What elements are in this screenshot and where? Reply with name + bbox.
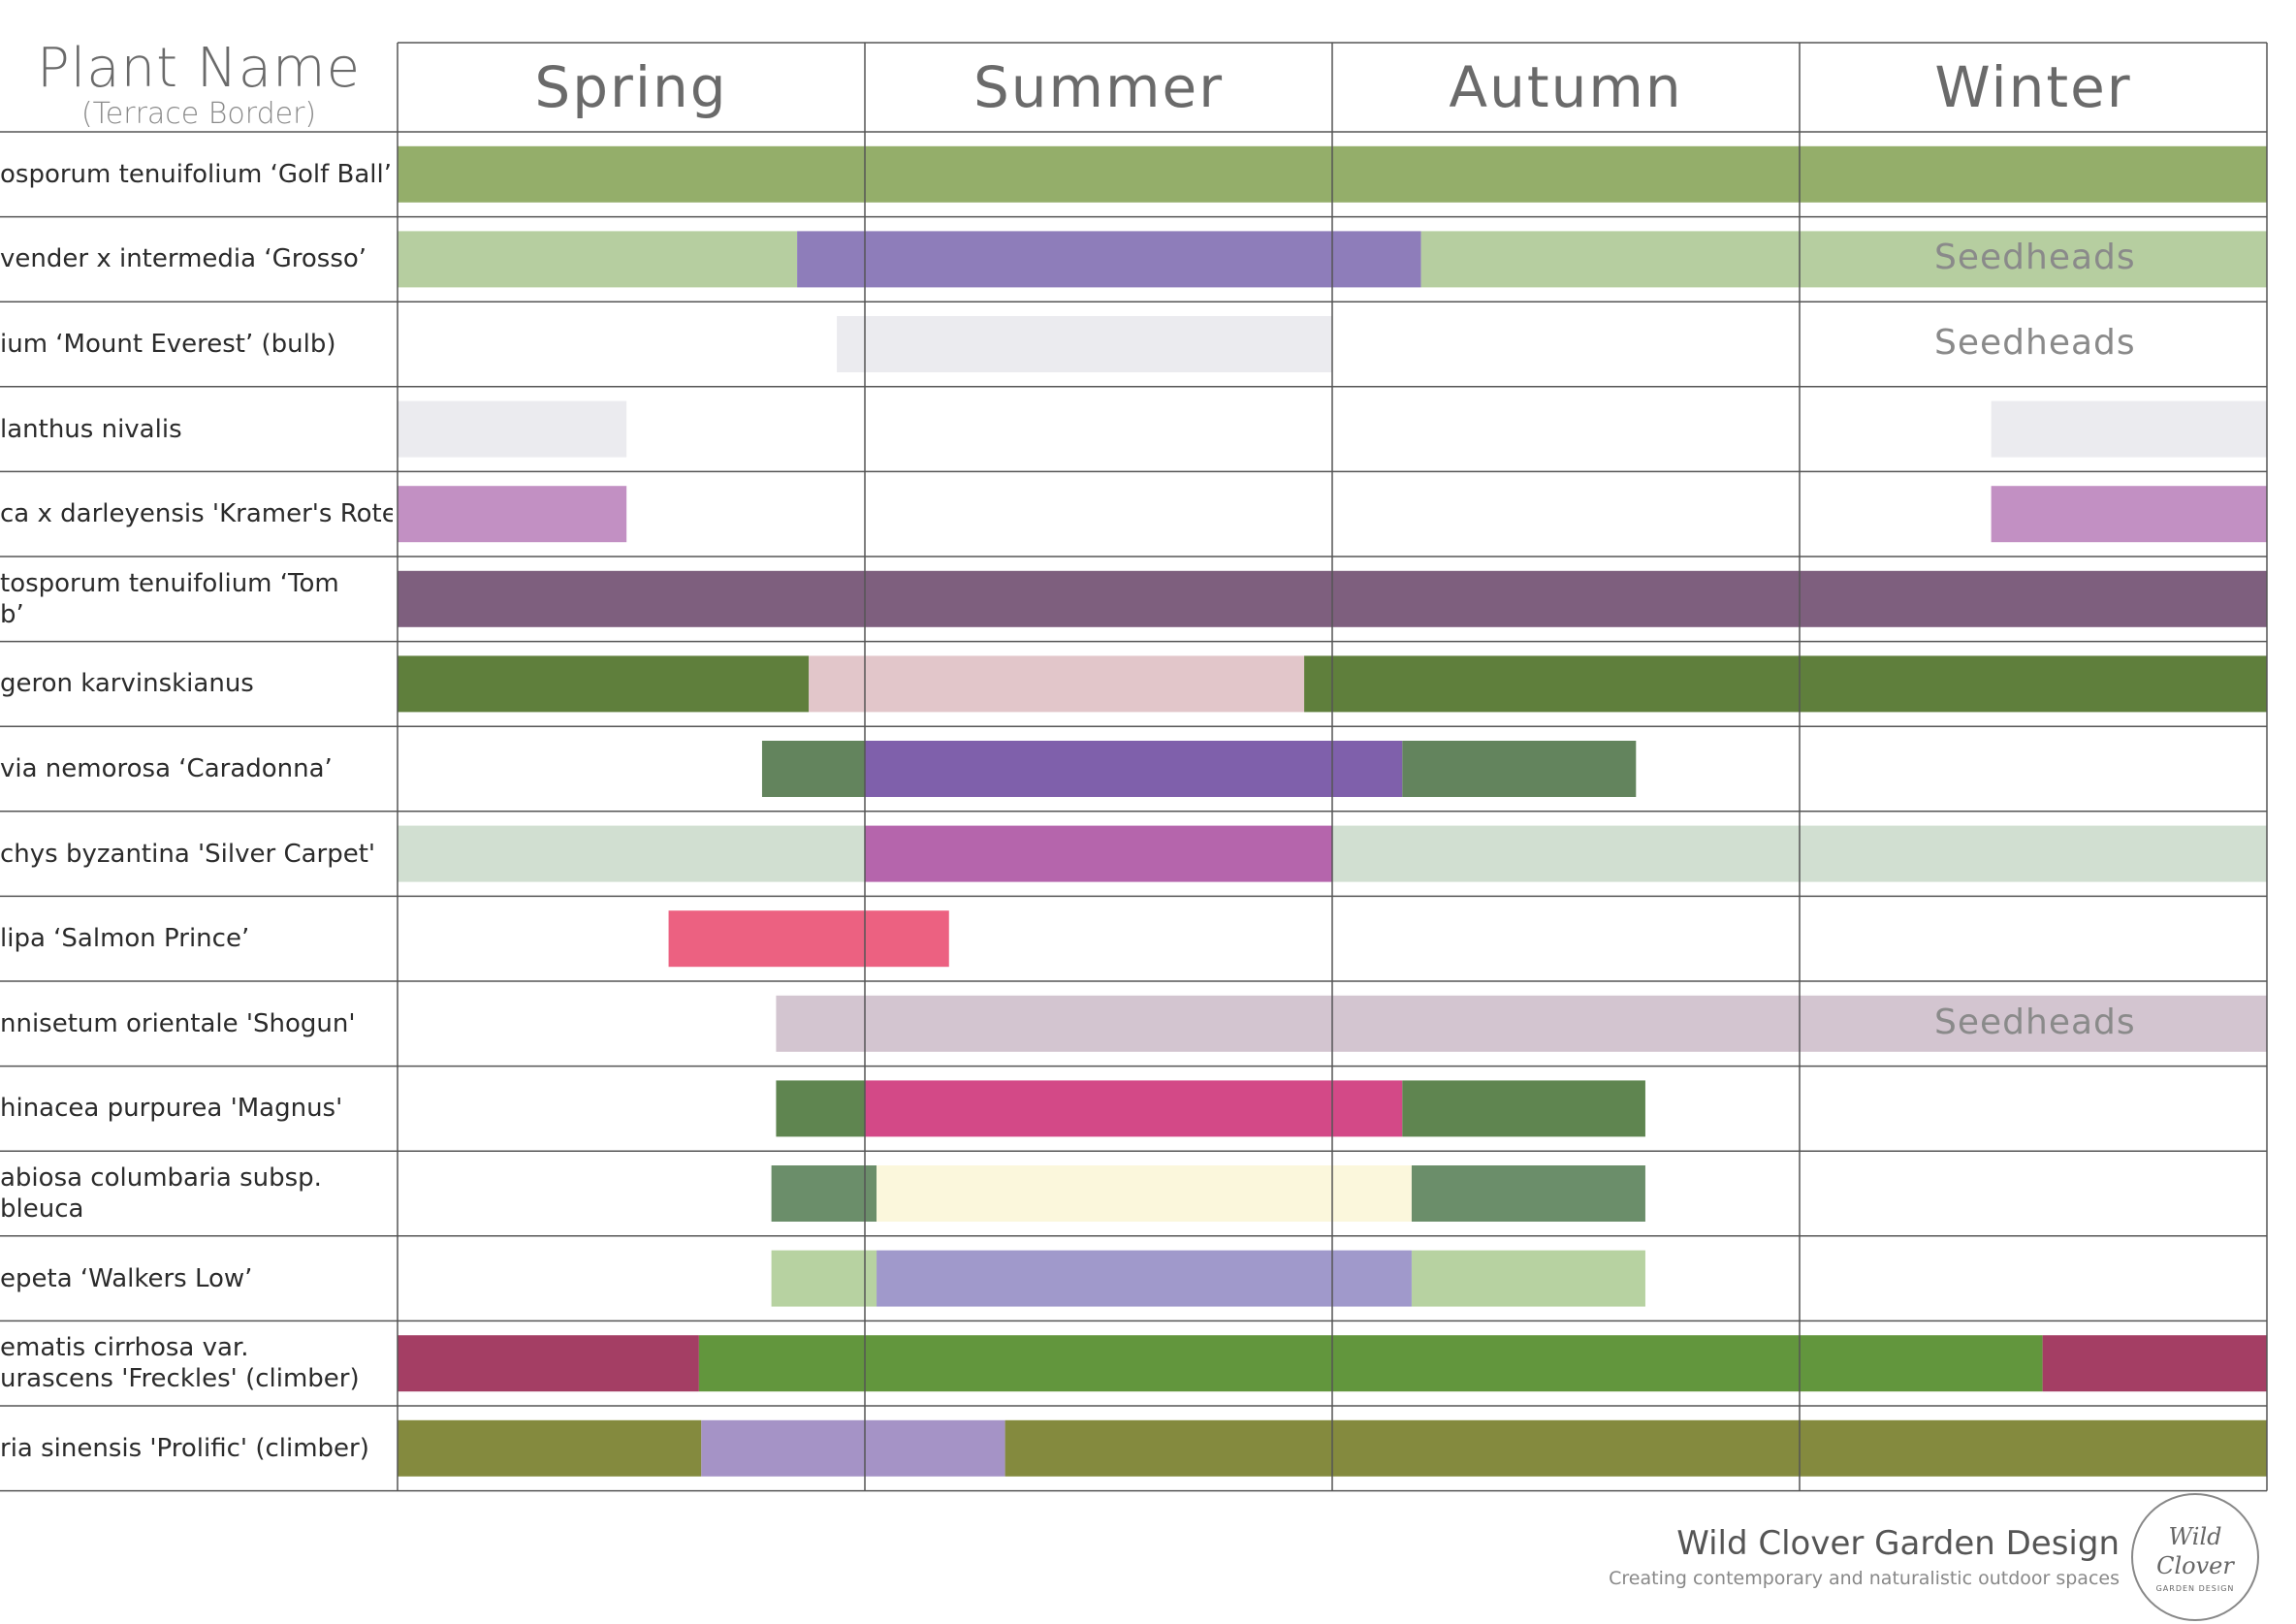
bar-row-13-seg-1 (877, 1250, 1412, 1307)
plant-name-row-0: osporum tenuifolium ‘Golf Ball’ (0, 132, 393, 217)
plant-name-row-12: abiosa columbaria subsp. bleuca (0, 1151, 393, 1236)
plant-name-text: geron karvinskianus (0, 669, 254, 699)
bar-row-9-seg-0 (668, 910, 949, 968)
bar-row-14-seg-2 (2042, 1335, 2267, 1392)
bar-row-14-seg-0 (398, 1335, 699, 1392)
plant-name-row-4: ca x darleyensis 'Kramer's Rote' (0, 471, 393, 557)
plant-name-row-13: epeta ‘Walkers Low’ (0, 1236, 393, 1321)
wild-clover-logo-icon: Wild Clover GARDEN DESIGN (2131, 1493, 2259, 1621)
brand-tagline: Creating contemporary and naturalistic o… (1609, 1568, 2120, 1589)
plant-name-row-6: geron karvinskianus (0, 642, 393, 727)
plant-name-row-5: tosporum tenuifolium ‘Tom b’ (0, 557, 393, 642)
plant-name-row-10: nnisetum orientale 'Shogun' (0, 981, 393, 1067)
seedheads-label-row-10: Seedheads (1934, 1002, 2136, 1042)
bar-row-10-seg-0 (776, 995, 2268, 1052)
bar-row-1-seg-2 (1420, 231, 2267, 288)
bar-row-3-seg-0 (398, 400, 627, 458)
plant-name-row-14: ematis cirrhosa var. urascens 'Freckles'… (0, 1321, 393, 1406)
bar-row-13-seg-2 (1411, 1250, 1645, 1307)
bar-row-6-seg-2 (1304, 655, 2267, 713)
logo-text-garden-design: GARDEN DESIGN (2155, 1583, 2235, 1593)
plant-name-row-3: lanthus nivalis (0, 387, 393, 472)
plant-name-text: ium ‘Mount Everest’ (bulb) (0, 329, 336, 359)
bar-row-11-seg-2 (1402, 1080, 1645, 1137)
bar-row-7-seg-1 (865, 741, 1403, 797)
bar-row-1-seg-0 (398, 231, 798, 288)
bar-row-15-seg-0 (398, 1419, 702, 1477)
plant-name-text: nnisetum orientale 'Shogun' (0, 1008, 356, 1038)
column-header-plant-name: Plant Name (36, 37, 362, 100)
plant-name-row-1: vender x intermedia ‘Grosso’ (0, 217, 393, 303)
seedheads-label-row-2: Seedheads (1934, 323, 2136, 363)
plant-name-text: ematis cirrhosa var. urascens 'Freckles'… (0, 1333, 360, 1394)
bar-row-12-seg-2 (1411, 1165, 1645, 1222)
bar-row-4-seg-1 (1991, 486, 2267, 543)
bar-row-15-seg-1 (701, 1419, 1005, 1477)
plant-name-row-15: ria sinensis 'Prolific' (climber) (0, 1406, 393, 1491)
plant-name-text: tosporum tenuifolium ‘Tom b’ (0, 568, 339, 629)
bar-row-8-seg-0 (398, 825, 865, 882)
season-header-winter: Winter (1934, 54, 2132, 120)
logo-text-wild: Wild (2168, 1522, 2222, 1550)
plant-name-text: abiosa columbaria subsp. bleuca (0, 1162, 322, 1224)
bar-row-8-seg-1 (865, 825, 1332, 882)
bar-row-15-seg-2 (1004, 1419, 2267, 1477)
bar-row-12-seg-1 (877, 1165, 1412, 1222)
logo-text-clover: Clover (2156, 1551, 2234, 1579)
plant-name-row-8: chys byzantina 'Silver Carpet' (0, 812, 393, 897)
bar-row-7-seg-2 (1402, 741, 1637, 797)
brand-name: Wild Clover Garden Design (1676, 1524, 2120, 1563)
plant-name-text: ria sinensis 'Prolific' (climber) (0, 1433, 369, 1463)
season-header-spring: Spring (534, 54, 728, 120)
bar-row-11-seg-0 (776, 1080, 865, 1137)
plant-name-row-11: hinacea purpurea 'Magnus' (0, 1067, 393, 1152)
plant-name-text: vender x intermedia ‘Grosso’ (0, 244, 367, 274)
plant-name-text: lanthus nivalis (0, 414, 182, 444)
plant-name-text: hinacea purpurea 'Magnus' (0, 1094, 343, 1124)
season-header-autumn: Autumn (1449, 54, 1683, 120)
bar-row-12-seg-0 (771, 1165, 877, 1222)
plant-name-text: epeta ‘Walkers Low’ (0, 1263, 253, 1293)
bar-row-6-seg-0 (398, 655, 810, 713)
bar-row-3-seg-1 (1991, 400, 2267, 458)
plant-name-text: ca x darleyensis 'Kramer's Rote' (0, 499, 393, 529)
column-header-subtitle: (Terrace Border) (80, 97, 317, 131)
plant-name-row-2: ium ‘Mount Everest’ (bulb) (0, 302, 393, 387)
bar-row-1-seg-1 (797, 231, 1421, 288)
season-header-summer: Summer (973, 54, 1225, 120)
bar-row-4-seg-0 (398, 486, 627, 543)
bar-row-6-seg-1 (809, 655, 1305, 713)
bar-row-14-seg-1 (698, 1335, 2043, 1392)
bar-row-11-seg-1 (865, 1080, 1403, 1137)
seedheads-label-row-1: Seedheads (1934, 238, 2136, 278)
plant-name-row-9: lipa ‘Salmon Prince’ (0, 896, 393, 981)
bar-row-7-seg-0 (761, 741, 865, 797)
plant-name-text: lipa ‘Salmon Prince’ (0, 924, 250, 954)
bar-row-2-seg-0 (837, 316, 1332, 372)
plant-name-text: via nemorosa ‘Caradonna’ (0, 753, 333, 783)
bar-row-13-seg-0 (771, 1250, 877, 1307)
plant-name-row-7: via nemorosa ‘Caradonna’ (0, 726, 393, 812)
plant-name-text: chys byzantina 'Silver Carpet' (0, 839, 376, 869)
plant-name-text: osporum tenuifolium ‘Golf Ball’ (0, 159, 393, 189)
